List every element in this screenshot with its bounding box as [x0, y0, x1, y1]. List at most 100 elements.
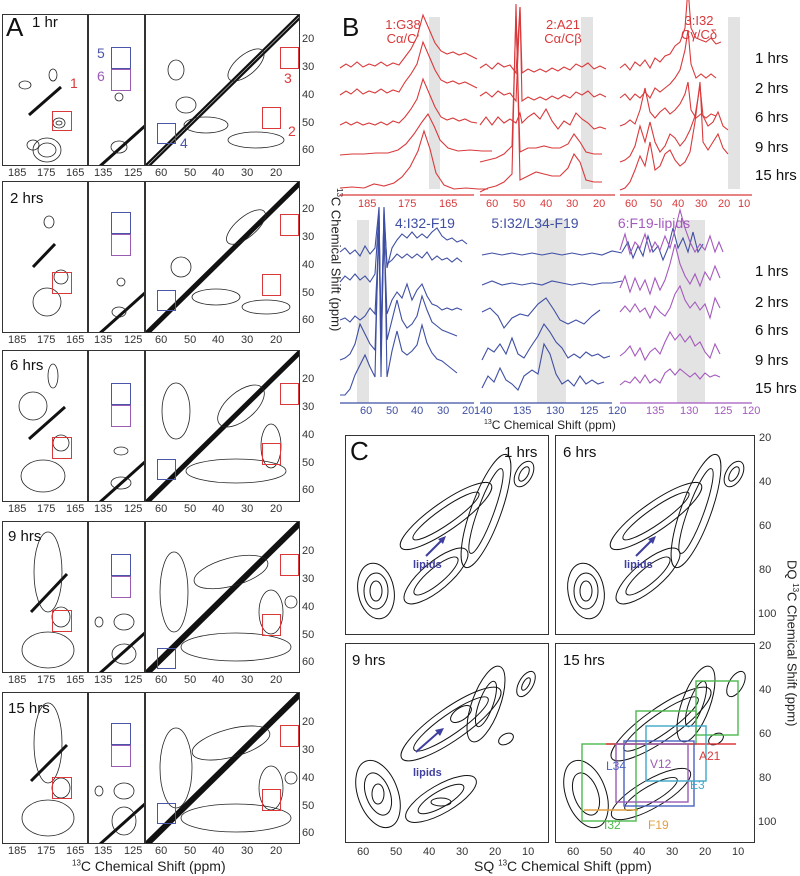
- tick: 20: [462, 405, 475, 417]
- trace-label: 1 hrs: [755, 50, 789, 67]
- tick: 60: [302, 484, 315, 496]
- trace-label: 1 hrs: [755, 263, 789, 280]
- tick: 60: [357, 846, 370, 858]
- red-box-1: [52, 111, 72, 131]
- tick: 20: [593, 198, 606, 210]
- blue-box-5: [111, 723, 131, 745]
- tick: 60: [302, 314, 315, 326]
- timepoint-label: 6 hrs: [10, 357, 44, 374]
- tick: 175: [37, 167, 56, 179]
- tick: 30: [302, 61, 315, 73]
- red-box-2: [262, 443, 281, 465]
- box-label-4: 4: [180, 135, 188, 151]
- tick: 185: [8, 167, 27, 179]
- tick: 20: [302, 373, 315, 385]
- tick: 60: [302, 827, 315, 839]
- panel-c-6hrs: [555, 435, 755, 635]
- red-box-1: [52, 437, 72, 459]
- tick: 60: [360, 405, 373, 417]
- axis-title-prefix: DQ: [784, 560, 800, 584]
- tick: 130: [680, 405, 699, 417]
- red-box-2: [262, 614, 281, 636]
- box-label-3: 3: [284, 70, 292, 86]
- tick: 40: [633, 846, 646, 858]
- tick: 165: [439, 198, 458, 210]
- panel-c-15hrs: A21 L34 V12 E3 I32 F19: [555, 643, 755, 843]
- panel-a-row1-carbonyl: [2, 14, 88, 166]
- tick: 30: [437, 405, 450, 417]
- tick: 40: [212, 167, 225, 179]
- tick: 185: [358, 198, 377, 210]
- tick: 50: [600, 846, 613, 858]
- panel-a-row2-carbonyl: [2, 181, 88, 333]
- panel-a-row3-aromatic: [88, 350, 145, 502]
- panel-c-1hrs: [345, 435, 549, 635]
- superscript: 13: [498, 858, 508, 868]
- purple-box-6: [111, 405, 131, 427]
- tick: 125: [714, 405, 733, 417]
- assignment-label: V12: [650, 757, 672, 771]
- purple-box-6: [111, 234, 131, 256]
- assignment-label: F19: [648, 818, 669, 832]
- tick: 125: [124, 334, 143, 346]
- label-line: Cα/Cβ: [544, 31, 582, 46]
- trace-label: 6 hrs: [755, 322, 789, 339]
- tick: 140: [474, 405, 493, 417]
- axis-title-text: C Chemical Shift (ppm): [491, 418, 616, 432]
- tick: 50: [390, 846, 403, 858]
- trace-label: 15 hrs: [755, 380, 797, 397]
- top-spectra: [339, 0, 752, 196]
- tick: 40: [759, 684, 772, 696]
- tick: 40: [212, 334, 225, 346]
- panel-a-row5-aliphatic: [145, 692, 300, 844]
- timepoint-label: 2 hrs: [10, 190, 44, 207]
- highlight-band: [581, 17, 593, 189]
- blue-box-4: [157, 290, 176, 311]
- highlight-band: [537, 220, 566, 403]
- spectrum-label-2: 2:A21 Cα/Cβ: [528, 18, 598, 46]
- tick: 20: [302, 33, 315, 45]
- tick: 100: [758, 608, 777, 620]
- subpanel-time: 9 hrs: [352, 652, 386, 669]
- tick: 30: [666, 846, 679, 858]
- tick: 60: [155, 503, 168, 515]
- tick: 50: [302, 287, 315, 299]
- tick: 20: [270, 503, 283, 515]
- trace-label: 9 hrs: [755, 139, 789, 156]
- panel-a-row4-aromatic: [88, 521, 145, 673]
- panel-a-row5-carbonyl: [2, 692, 88, 844]
- purple-box-6: [111, 576, 131, 598]
- box-label-1: 1: [70, 75, 78, 91]
- tick: 30: [241, 334, 254, 346]
- tick: 50: [386, 405, 399, 417]
- spectrum-label-5: 5:I32/L34-F19: [491, 215, 579, 231]
- contour-plot: [357, 453, 535, 620]
- tick: 40: [540, 198, 553, 210]
- red-box-3: [280, 383, 299, 405]
- panel-b-x-axis-title: 13C Chemical Shift (ppm): [484, 418, 616, 432]
- panel-c-x-axis-title: SQ 13C Chemical Shift (ppm): [474, 858, 652, 874]
- trace-label: 6 hrs: [755, 109, 789, 126]
- tick: 50: [513, 198, 526, 210]
- tick: 10: [522, 846, 535, 858]
- red-box-1: [52, 610, 72, 632]
- subpanel-time: 15 hrs: [563, 652, 605, 669]
- tick: 40: [212, 845, 225, 857]
- tick: 135: [94, 845, 113, 857]
- tick: 40: [302, 259, 315, 271]
- tick: 175: [398, 198, 417, 210]
- label-line: 1:G38: [385, 17, 421, 32]
- label-line: 3:I32: [684, 13, 714, 28]
- blue-box-5: [111, 47, 131, 69]
- trace-label: 15 hrs: [755, 167, 797, 184]
- blue-box-5: [111, 383, 131, 405]
- purple-box-6: [111, 745, 131, 767]
- spectrum-label-4: 4:I32-F19: [395, 215, 455, 231]
- tick: 80: [759, 772, 772, 784]
- axis-title-prefix: SQ: [474, 858, 499, 874]
- tick: 80: [759, 564, 772, 576]
- tick: 50: [650, 198, 663, 210]
- tick: 20: [270, 845, 283, 857]
- assignment-label: L34: [606, 759, 627, 773]
- blue-box-4: [157, 803, 176, 824]
